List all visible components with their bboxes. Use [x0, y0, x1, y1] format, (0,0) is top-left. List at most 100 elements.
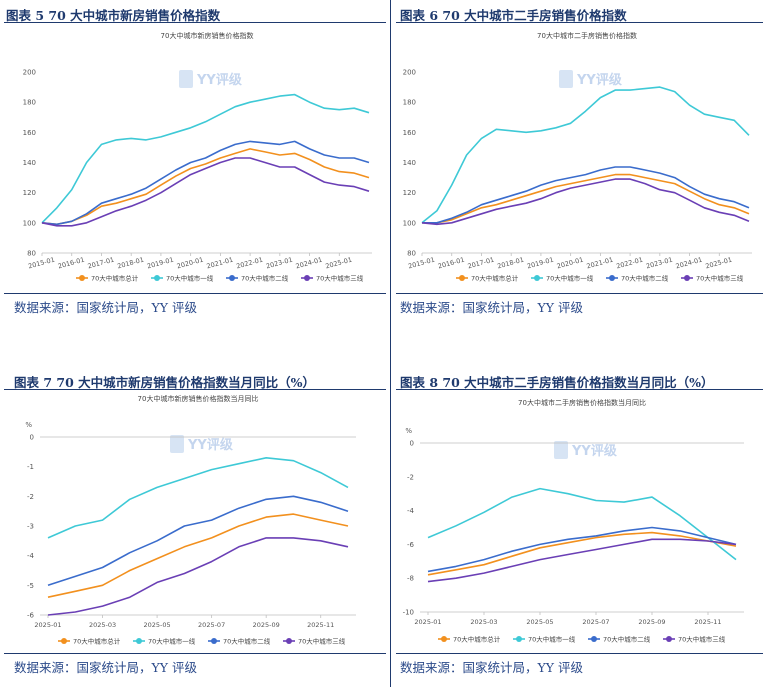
y-tick-label: -1 [27, 463, 34, 471]
legend-label: 70大中城市二线 [621, 274, 669, 283]
y-tick-label: -10 [403, 609, 414, 617]
watermark-text: YY评级 [196, 72, 243, 88]
legend-label: 70大中城市一线 [546, 274, 594, 283]
chart-title: 70大中城市新房销售价格指数 [161, 31, 254, 40]
series-line-total [422, 173, 750, 224]
y-tick-label: 120 [403, 189, 416, 197]
data-source: 数据来源：国家统计局，YY 评级 [400, 300, 583, 315]
legend-swatch-marker [61, 638, 67, 644]
series-line-tier1 [41, 93, 370, 224]
x-tick-label: 2022-01 [615, 256, 643, 271]
y-unit-label: % [25, 421, 32, 429]
legend-swatch-marker [136, 638, 142, 644]
y-tick-label: -4 [407, 507, 415, 515]
legend-swatch-marker [154, 275, 160, 281]
bottom-rule [4, 653, 386, 654]
x-tick-label: 2025-01 [325, 256, 353, 271]
legend-swatch-marker [229, 275, 235, 281]
y-tick-label: 100 [23, 219, 36, 227]
data-source: 数据来源：国家统计局，YY 评级 [14, 660, 197, 675]
y-tick-label: 120 [23, 189, 36, 197]
y-tick-label: 100 [403, 219, 416, 227]
series-line-tier2 [427, 526, 737, 573]
x-tick-label: 2024-01 [675, 256, 703, 271]
y-tick-label: 200 [403, 69, 416, 77]
y-tick-label: -3 [27, 523, 34, 531]
series-line-total [41, 148, 370, 226]
x-tick-label: 2025-07 [582, 618, 609, 626]
legend-label: 70大中城市总计 [73, 637, 121, 646]
legend-label: 70大中城市总计 [453, 635, 501, 644]
x-tick-label: 2022-01 [235, 256, 263, 271]
y-tick-label: 140 [403, 159, 416, 167]
y-tick-label: -2 [407, 473, 414, 481]
legend-label: 70大中城市二线 [241, 274, 289, 283]
x-tick-label: 2017-01 [467, 256, 495, 271]
x-tick-label: 2021-01 [206, 256, 234, 271]
watermark-logo: YY评级 [170, 435, 234, 453]
title-rule [396, 389, 763, 390]
legend-label: 70大中城市一线 [528, 635, 576, 644]
legend-label: 70大中城市三线 [316, 274, 364, 283]
watermark-logo: YY评级 [559, 70, 623, 88]
legend-swatch-marker [441, 636, 447, 642]
x-tick-label: 2018-01 [117, 256, 145, 271]
x-tick-label: 2019-01 [526, 256, 554, 271]
chart-title: 70大中城市二手房销售价格指数当月同比 [518, 398, 646, 407]
series-line-total [427, 531, 737, 576]
chart-new-home-yoy: 70大中城市新房销售价格指数当月同比 YY评级 0 -1 -2 -3 -4 -5 -6% 2025… [25, 394, 356, 646]
x-tick-label: 2025-05 [526, 618, 553, 626]
y-tick-label: -6 [27, 612, 35, 620]
x-tick-label: 2016-01 [437, 256, 465, 271]
watermark-text: YY评级 [576, 72, 623, 88]
watermark-icon [554, 441, 568, 459]
panel-chart-5: 图表 5 70 大中城市新房销售价格指数 70大中城市新房销售价格指数 YY评级 8… [0, 0, 390, 318]
legend-swatch-marker [79, 275, 85, 281]
y-tick-label: -4 [27, 552, 35, 560]
legend-label: 70大中城市二线 [603, 635, 651, 644]
chart-new-home-price-index: 70大中城市新房销售价格指数 YY评级 80 100 120 140 160 180 200 20… [23, 31, 372, 283]
x-tick-label: 2017-01 [87, 256, 115, 271]
watermark-logo: YY评级 [554, 441, 618, 459]
x-tick-label: 2024-01 [295, 256, 323, 271]
y-tick-label: 0 [30, 434, 34, 442]
data-source: 数据来源：国家统计局，YY 评级 [400, 660, 583, 675]
y-tick-label: -6 [407, 541, 415, 549]
x-tick-label: 2025-01 [705, 256, 733, 271]
legend-label: 70大中城市三线 [678, 635, 726, 644]
x-tick-label: 2023-01 [645, 256, 673, 271]
legend-swatch-marker [211, 638, 217, 644]
chart-second-hand-price-index: 70大中城市二手房销售价格指数 YY评级 80 100 120 140 160 180 200 2… [403, 31, 752, 283]
data-source: 数据来源：国家统计局，YY 评级 [14, 300, 197, 315]
series-line-tier3 [427, 538, 737, 583]
chart-second-hand-yoy: 70大中城市二手房销售价格指数当月同比 YY评级 0 -2 -4 -6 -8 -10% 2025… [403, 398, 744, 644]
series-line-tier1 [427, 487, 737, 561]
panel-divider [390, 0, 391, 687]
y-tick-label: 80 [407, 250, 416, 258]
x-tick-label: 2016-01 [57, 256, 85, 271]
series-line-tier1 [47, 457, 349, 539]
legend-swatch-marker [516, 636, 522, 642]
x-tick-label: 2025-09 [253, 621, 280, 629]
title-rule [396, 22, 763, 23]
title-rule [4, 389, 386, 390]
bottom-rule [396, 293, 763, 294]
y-tick-label: -8 [407, 575, 414, 583]
legend-label: 70大中城市三线 [298, 637, 346, 646]
chart-title: 70大中城市二手房销售价格指数 [537, 31, 637, 40]
y-tick-label: 200 [23, 69, 36, 77]
y-unit-label: % [405, 427, 412, 435]
x-tick-label: 2018-01 [497, 256, 525, 271]
x-tick-label: 2025-03 [89, 621, 116, 629]
legend-swatch-marker [591, 636, 597, 642]
x-tick-label: 2025-03 [470, 618, 497, 626]
x-tick-label: 2020-01 [176, 256, 204, 271]
watermark-icon [179, 70, 193, 88]
legend-swatch-marker [684, 275, 690, 281]
y-tick-label: 80 [27, 250, 36, 258]
panel-title: 图表 7 70 大中城市新房销售价格指数当月同比（%） [14, 375, 316, 390]
panel-chart-7: 图表 7 70 大中城市新房销售价格指数当月同比（%） 70大中城市新房销售价格… [0, 355, 390, 687]
y-tick-label: 160 [23, 129, 36, 137]
title-rule [4, 22, 386, 23]
chart-title: 70大中城市新房销售价格指数当月同比 [138, 394, 259, 403]
